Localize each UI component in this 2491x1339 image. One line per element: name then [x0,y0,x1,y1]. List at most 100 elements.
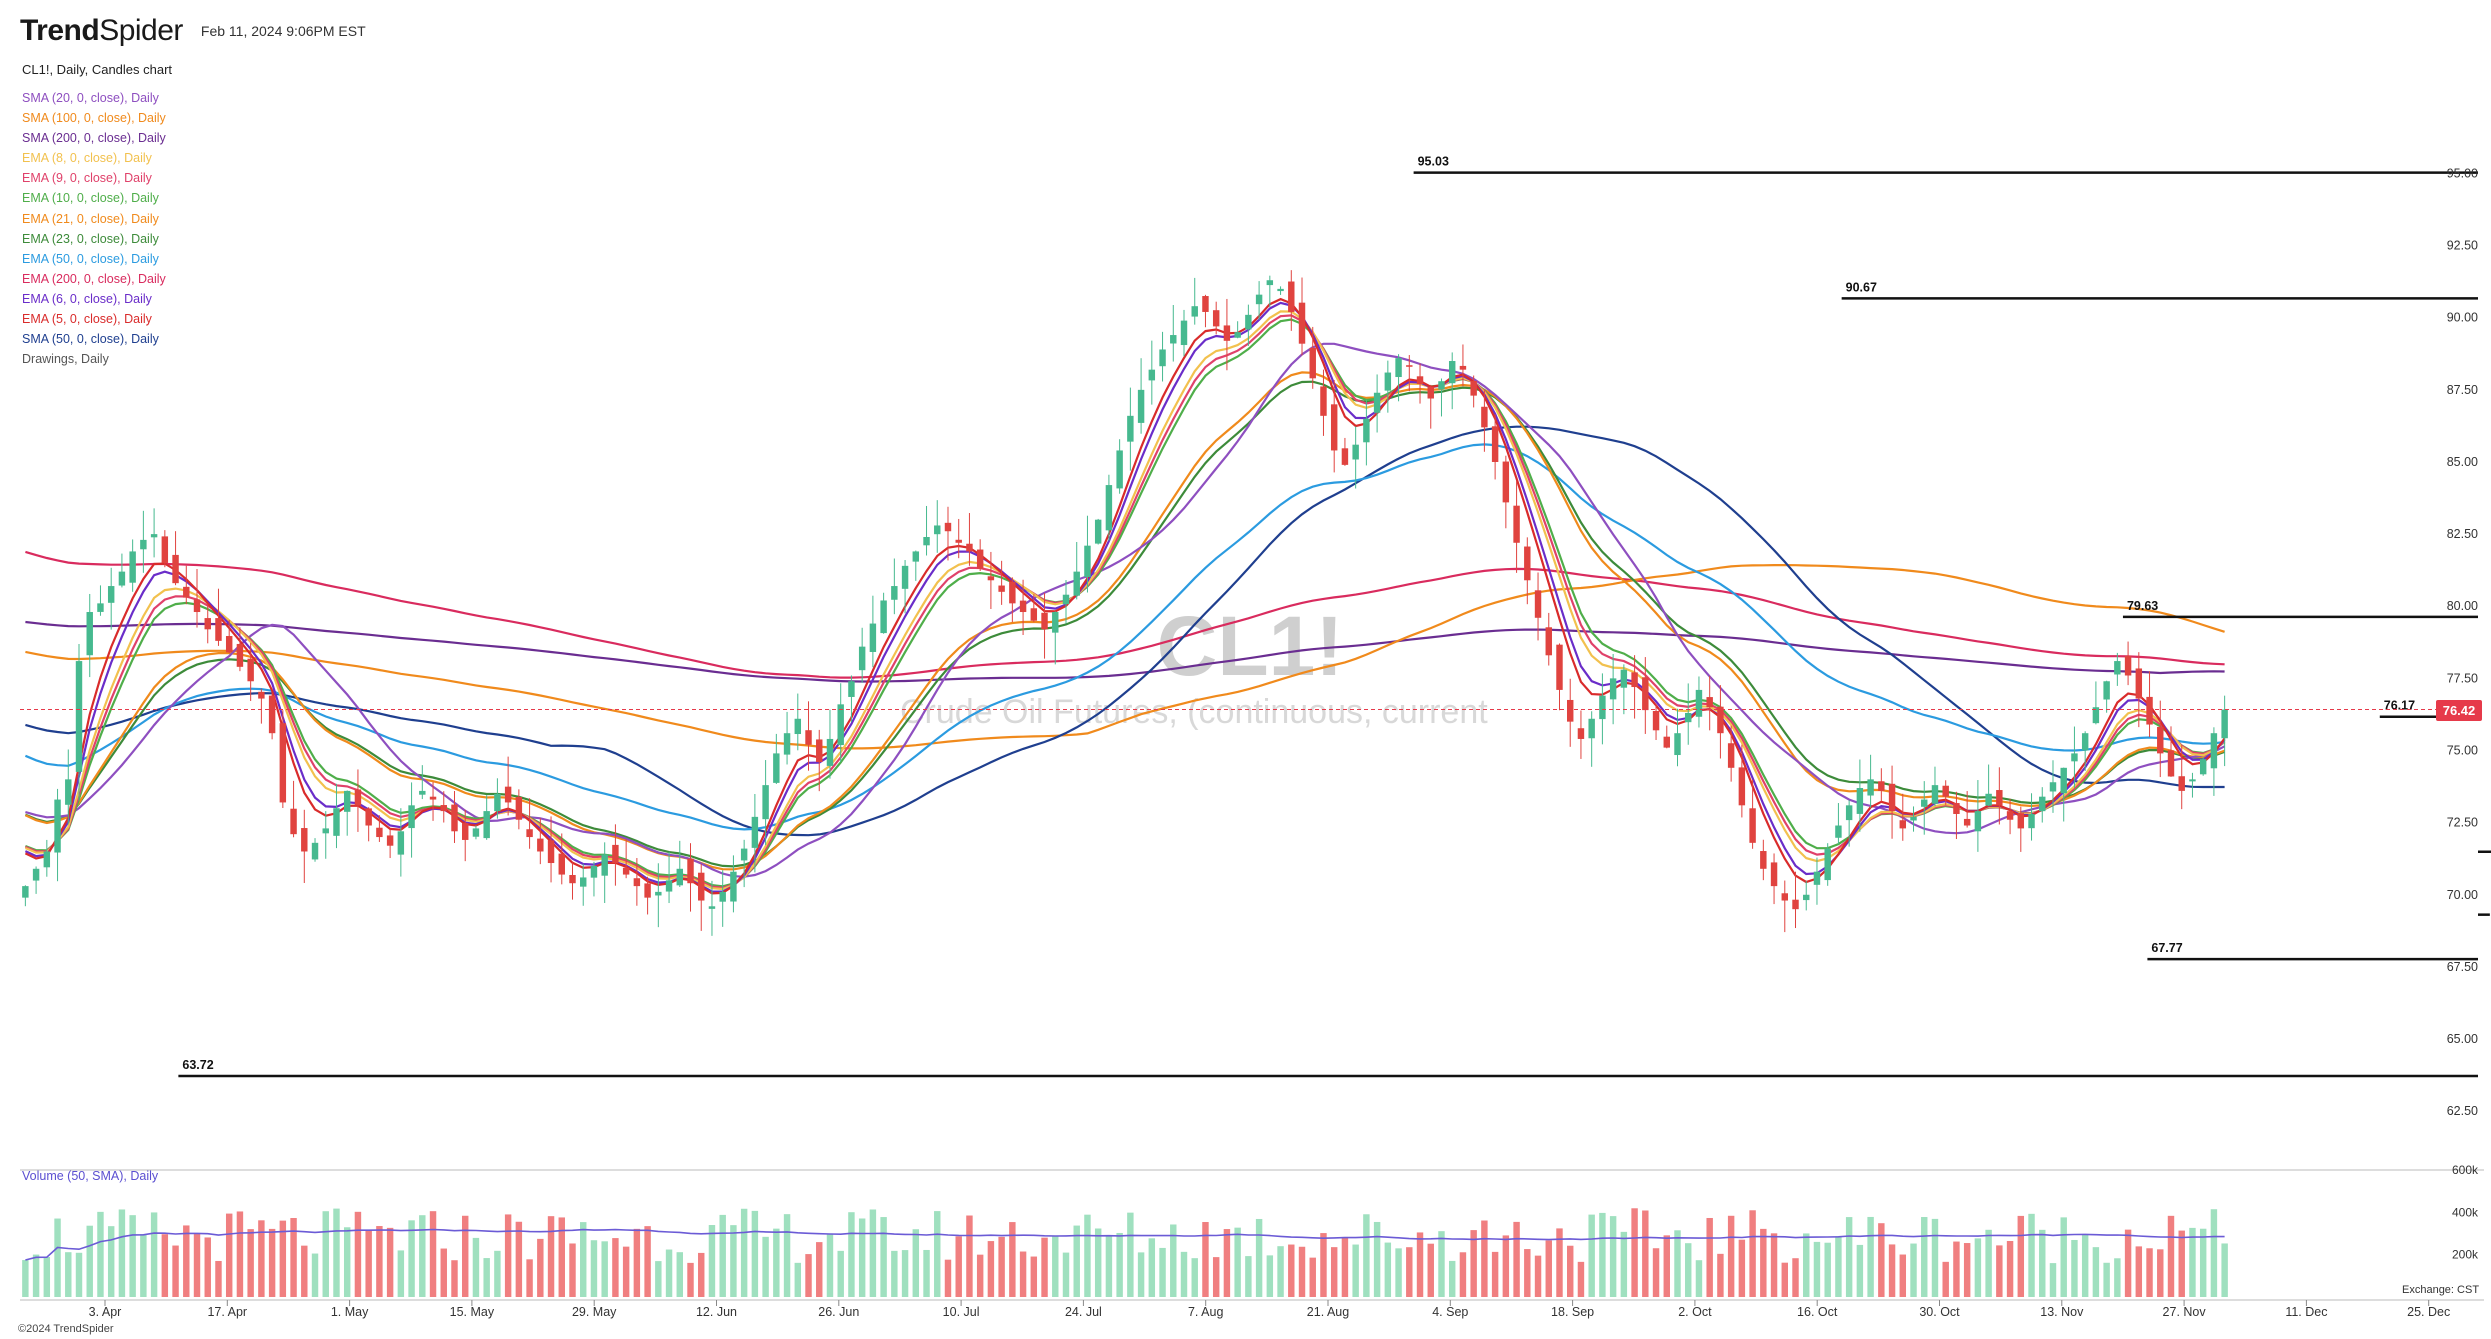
candle-body [2049,782,2057,792]
moving-average-line [25,620,2225,683]
x-tick-label: 12. Jun [696,1305,737,1319]
legend-item[interactable]: Drawings, Daily [22,352,109,367]
legend-item[interactable]: SMA (100, 0, close), Daily [22,111,166,126]
y-tick-label: 77.50 [2447,671,2478,685]
copyright: ©2024 TrendSpider [18,1323,114,1335]
volume-bar [644,1226,651,1297]
price-level-label: 79.63 [2127,599,2158,613]
legend-item[interactable]: EMA (9, 0, close), Daily [22,171,152,186]
indicator-legend: SMA (20, 0, close), Daily SMA (100, 0, cl… [22,88,166,369]
volume-bar [934,1211,941,1297]
candle-body [1577,728,1585,739]
volume-bar [1652,1248,1660,1297]
x-tick-label: 3. Apr [89,1305,122,1319]
x-tick-label: 25. Dec [2407,1305,2450,1319]
volume-bar [1084,1214,1091,1297]
candle-body [580,877,587,887]
volume-bar [891,1250,898,1297]
candle-body [558,853,565,875]
candle-body [419,790,426,795]
candle-body [665,880,673,892]
candle-body [2124,655,2132,676]
candle-body [1395,358,1402,378]
volume-bar [1770,1233,1778,1297]
candle-body [1116,450,1123,489]
candle-body [301,828,308,852]
volume-bar [354,1211,362,1297]
candle-body [343,790,351,812]
candle-body [1191,306,1198,317]
y-tick-label: 80.00 [2447,599,2478,613]
x-tick-label: 30. Oct [1919,1305,1960,1319]
legend-item[interactable]: EMA (5, 0, close), Daily [22,312,152,327]
candle-body [118,571,126,586]
candle-body [1330,404,1338,451]
legend-item[interactable]: EMA (6, 0, close), Daily [22,291,152,306]
legend-item[interactable]: SMA (200, 0, close), Daily [22,131,166,146]
volume-bar [1234,1227,1241,1297]
volume-bar [976,1254,984,1297]
legend-item[interactable]: EMA (50, 0, close), Daily [22,251,159,266]
y-tick-label: 87.50 [2447,383,2478,397]
candle-body [1052,612,1059,633]
volume-bar [97,1211,104,1297]
volume-bar [805,1254,812,1297]
volume-bar [1942,1261,1949,1297]
candle-body [1491,426,1499,462]
volume-bar [2071,1239,2078,1297]
candle-body [386,835,394,846]
volume-bar [1395,1248,1402,1297]
volume-bar [2210,1209,2218,1297]
candle-body [1545,627,1552,656]
candle-body [1202,296,1209,312]
volume-bar [1953,1241,1960,1297]
candle-body [440,805,447,812]
candle-body [279,723,287,803]
volume-bars [22,1208,2228,1297]
watermark-symbol: CL1! [1157,599,1344,693]
legend-item[interactable]: EMA (200, 0, close), Daily [22,271,166,286]
legend-item[interactable]: EMA (8, 0, close), Daily [22,151,152,166]
volume-bar [397,1250,405,1297]
volume-bar [258,1220,265,1297]
candle-body [1481,406,1488,428]
legend-item[interactable]: EMA (21, 0, close), Daily [22,211,159,226]
candle-body [1803,894,1810,901]
price-level-label: 90.67 [1846,280,1877,294]
candle-body [1363,418,1370,443]
candle-body [1502,461,1510,503]
volume-bar [2060,1217,2067,1297]
candle-body [2189,779,2196,782]
volume-bar [1502,1235,1510,1297]
candle-body [236,643,244,667]
x-tick-label: 7. Aug [1188,1305,1223,1319]
candle-body [1921,799,1928,807]
candle-body [86,612,93,656]
x-tick-label: 17. Apr [207,1305,247,1319]
candle-body [1974,811,1982,832]
candle-body [880,600,887,634]
legend-item[interactable]: SMA (20, 0, close), Daily [22,91,159,105]
candle-body [976,549,984,569]
volume-bar [1266,1255,1274,1297]
candle-body [225,636,233,653]
legend-item[interactable]: SMA (50, 0, close), Daily [22,332,159,347]
candle-body [1427,386,1434,399]
volume-bar [1545,1240,1552,1297]
candle-body [1899,820,1907,829]
volume-bar [1910,1243,1917,1297]
candle-body [97,603,104,612]
volume-bar [515,1221,523,1297]
volume-bar [1695,1260,1703,1297]
volume-bar [365,1230,372,1297]
volume-bar [290,1218,297,1297]
volume-bar [322,1211,329,1297]
candle-body [1137,389,1145,423]
volume-bar [2189,1227,2196,1297]
candle-body [1062,594,1070,605]
legend-item[interactable]: EMA (23, 0, close), Daily [22,231,159,246]
legend-item[interactable]: EMA (10, 0, close), Daily [22,191,159,206]
volume-bar [2199,1228,2207,1297]
